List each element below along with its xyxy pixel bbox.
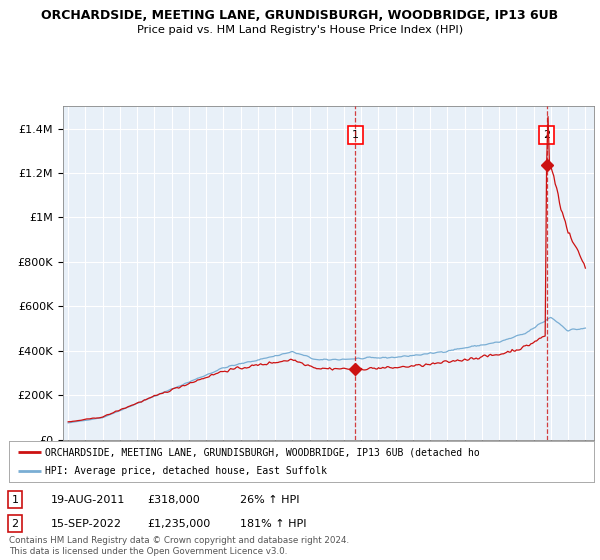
Text: 2: 2 bbox=[543, 130, 550, 140]
Text: 15-SEP-2022: 15-SEP-2022 bbox=[51, 519, 122, 529]
Text: £318,000: £318,000 bbox=[147, 494, 200, 505]
Text: Price paid vs. HM Land Registry's House Price Index (HPI): Price paid vs. HM Land Registry's House … bbox=[137, 25, 463, 35]
Text: HPI: Average price, detached house, East Suffolk: HPI: Average price, detached house, East… bbox=[45, 466, 327, 475]
Text: 1: 1 bbox=[352, 130, 359, 140]
Text: Contains HM Land Registry data © Crown copyright and database right 2024.
This d: Contains HM Land Registry data © Crown c… bbox=[9, 536, 349, 556]
Text: 19-AUG-2011: 19-AUG-2011 bbox=[51, 494, 125, 505]
Text: ORCHARDSIDE, MEETING LANE, GRUNDISBURGH, WOODBRIDGE, IP13 6UB (detached ho: ORCHARDSIDE, MEETING LANE, GRUNDISBURGH,… bbox=[45, 447, 480, 457]
Text: ORCHARDSIDE, MEETING LANE, GRUNDISBURGH, WOODBRIDGE, IP13 6UB: ORCHARDSIDE, MEETING LANE, GRUNDISBURGH,… bbox=[41, 9, 559, 22]
Text: 26% ↑ HPI: 26% ↑ HPI bbox=[240, 494, 299, 505]
Text: 181% ↑ HPI: 181% ↑ HPI bbox=[240, 519, 307, 529]
Text: £1,235,000: £1,235,000 bbox=[147, 519, 210, 529]
Text: 2: 2 bbox=[11, 519, 19, 529]
Text: 1: 1 bbox=[11, 494, 19, 505]
